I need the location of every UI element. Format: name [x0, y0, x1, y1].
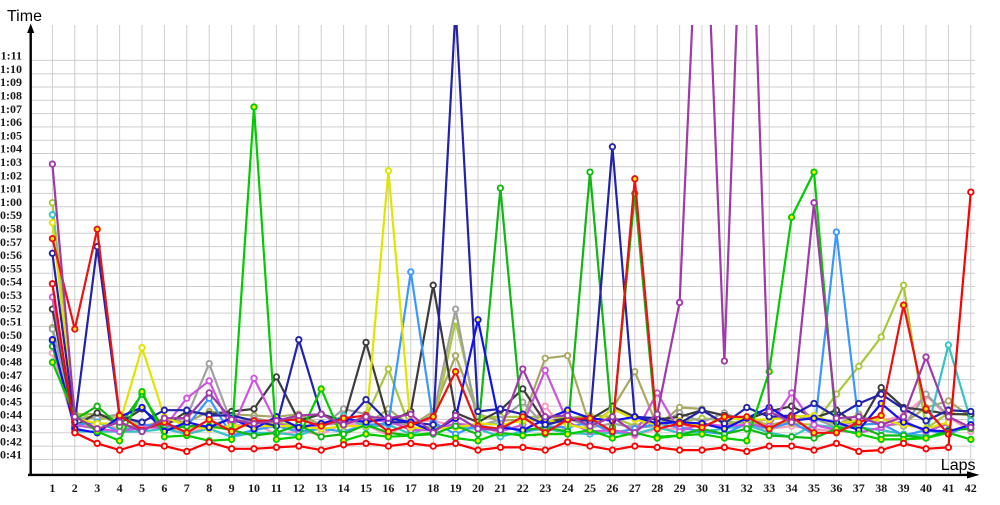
- svg-text:1:11: 1:11: [1, 49, 22, 63]
- svg-text:1:07: 1:07: [0, 102, 22, 116]
- svg-text:1: 1: [49, 481, 55, 495]
- svg-text:42: 42: [965, 481, 977, 495]
- svg-text:0:51: 0:51: [0, 315, 22, 329]
- svg-text:0:42: 0:42: [0, 434, 22, 448]
- svg-text:15: 15: [360, 481, 372, 495]
- svg-text:35: 35: [808, 481, 820, 495]
- svg-text:26: 26: [606, 481, 618, 495]
- svg-text:16: 16: [382, 481, 394, 495]
- svg-text:1:01: 1:01: [0, 182, 22, 196]
- svg-text:40: 40: [920, 481, 932, 495]
- svg-text:0:49: 0:49: [0, 341, 22, 355]
- svg-text:2: 2: [72, 481, 78, 495]
- svg-text:1:10: 1:10: [0, 62, 22, 76]
- svg-text:25: 25: [584, 481, 596, 495]
- svg-text:0:52: 0:52: [0, 301, 22, 315]
- svg-text:Laps: Laps: [941, 457, 976, 474]
- svg-text:9: 9: [229, 481, 235, 495]
- svg-text:34: 34: [786, 481, 798, 495]
- svg-text:19: 19: [450, 481, 462, 495]
- svg-text:1:05: 1:05: [0, 128, 22, 142]
- svg-text:13: 13: [315, 481, 327, 495]
- svg-text:0:53: 0:53: [0, 288, 22, 302]
- svg-text:0:44: 0:44: [0, 408, 22, 422]
- svg-text:32: 32: [741, 481, 753, 495]
- svg-text:17: 17: [405, 481, 417, 495]
- svg-text:1:04: 1:04: [0, 142, 22, 156]
- svg-text:8: 8: [206, 481, 212, 495]
- svg-text:0:50: 0:50: [0, 328, 22, 342]
- svg-text:6: 6: [161, 481, 167, 495]
- svg-text:0:47: 0:47: [0, 368, 22, 382]
- svg-text:14: 14: [338, 481, 350, 495]
- svg-text:5: 5: [139, 481, 145, 495]
- svg-text:1:02: 1:02: [0, 168, 22, 182]
- svg-text:20: 20: [472, 481, 484, 495]
- svg-text:0:46: 0:46: [0, 381, 22, 395]
- svg-text:0:58: 0:58: [0, 222, 22, 236]
- svg-text:29: 29: [674, 481, 686, 495]
- svg-text:Time: Time: [7, 8, 42, 25]
- svg-text:1:08: 1:08: [0, 89, 22, 103]
- svg-text:1:03: 1:03: [0, 155, 22, 169]
- svg-text:0:55: 0:55: [0, 261, 22, 275]
- svg-text:33: 33: [763, 481, 775, 495]
- svg-text:0:59: 0:59: [0, 208, 22, 222]
- svg-text:1:09: 1:09: [0, 75, 22, 89]
- svg-text:0:56: 0:56: [0, 248, 22, 262]
- svg-text:1:06: 1:06: [0, 115, 22, 129]
- svg-text:27: 27: [629, 481, 641, 495]
- svg-text:39: 39: [898, 481, 910, 495]
- svg-text:1:00: 1:00: [0, 195, 22, 209]
- svg-text:38: 38: [875, 481, 887, 495]
- svg-text:21: 21: [494, 481, 506, 495]
- svg-text:24: 24: [562, 481, 574, 495]
- svg-text:4: 4: [117, 481, 123, 495]
- svg-text:37: 37: [853, 481, 865, 495]
- svg-text:30: 30: [696, 481, 708, 495]
- svg-text:0:41: 0:41: [0, 448, 22, 462]
- svg-text:0:48: 0:48: [0, 355, 22, 369]
- svg-text:18: 18: [427, 481, 439, 495]
- svg-text:0:43: 0:43: [0, 421, 22, 435]
- svg-text:12: 12: [293, 481, 305, 495]
- svg-text:11: 11: [271, 481, 282, 495]
- svg-text:10: 10: [248, 481, 260, 495]
- svg-text:22: 22: [517, 481, 529, 495]
- svg-text:0:45: 0:45: [0, 394, 22, 408]
- svg-text:23: 23: [539, 481, 551, 495]
- svg-text:3: 3: [94, 481, 100, 495]
- svg-text:0:54: 0:54: [0, 275, 22, 289]
- svg-text:41: 41: [942, 481, 954, 495]
- svg-text:36: 36: [830, 481, 842, 495]
- svg-text:31: 31: [718, 481, 730, 495]
- svg-text:28: 28: [651, 481, 663, 495]
- svg-text:7: 7: [184, 481, 190, 495]
- svg-text:0:57: 0:57: [0, 235, 22, 249]
